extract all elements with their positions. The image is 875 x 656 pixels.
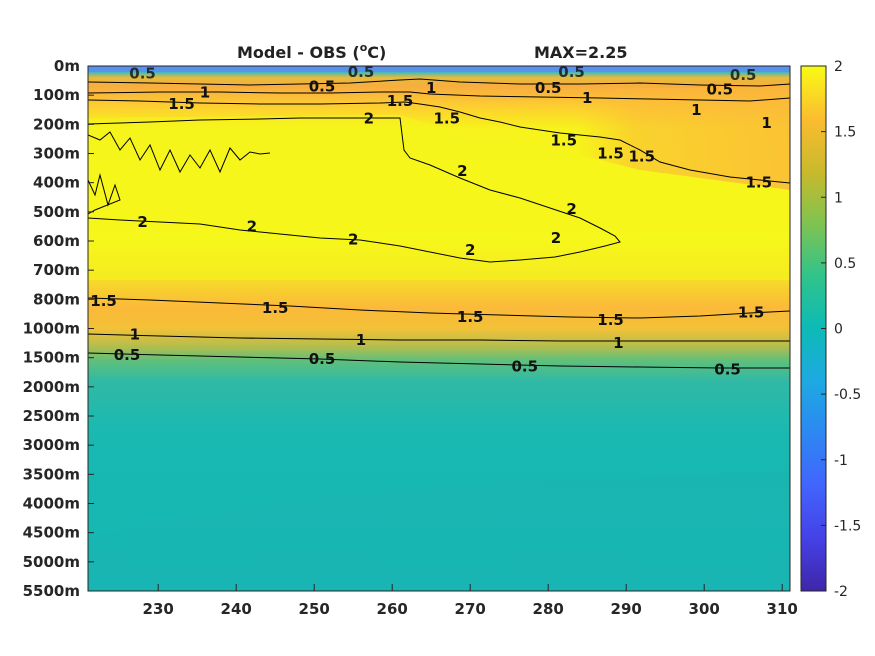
x-tick-label: 270 (455, 600, 486, 618)
contour-label: 1.5 (387, 92, 414, 110)
contour-2-noise (88, 131, 271, 174)
contour-label: 0.5 (707, 80, 734, 98)
x-tick-label: 250 (299, 600, 330, 618)
y-axis: 0m 100m 200m 300m 400m 500m 600m 700m 800m 1000m 1… (23, 57, 94, 600)
x-tick-label: 310 (767, 600, 798, 618)
contour-label: 0.5 (512, 357, 539, 375)
x-tick-label: 280 (533, 600, 564, 618)
colorbar-tick-label: -0.5 (834, 387, 861, 403)
contour-label: 0.5 (309, 77, 336, 95)
contour-label: 1.5 (551, 131, 578, 149)
contour-label: 1 (130, 325, 140, 343)
contour-label: 0.5 (114, 346, 141, 364)
max-label: MAX=2.25 (534, 43, 628, 62)
y-tick-label: 3000m (23, 436, 80, 454)
contour-label: 1.5 (738, 303, 765, 321)
contour-label: 1 (356, 331, 366, 349)
contour-label: 1.5 (262, 299, 289, 317)
contour-label: 2 (137, 213, 147, 231)
colorbar-tick-label: 2 (834, 59, 843, 75)
contour-lines (88, 78, 790, 369)
contour-label: 0.5 (535, 79, 562, 97)
y-tick-label: 1500m (23, 349, 80, 367)
contour-1.5-top (88, 99, 790, 184)
contour-label: 0.5 (348, 63, 375, 81)
contour-1.5-deep (88, 297, 790, 319)
y-tick-label: 4500m (23, 524, 80, 542)
contour-label: 2 (566, 200, 576, 218)
contour-1-top (88, 91, 790, 102)
colorbar-tick-label: -2 (834, 584, 848, 600)
y-tick-label: 400m (33, 174, 80, 192)
colorbar-ticks: 2 1.5 1 0.5 0 -0.5 -1 -1.5 -2 (821, 59, 861, 600)
y-tick-label: 0m (54, 57, 80, 75)
y-tick-label: 200m (33, 115, 80, 133)
contour-label: 0.5 (309, 350, 336, 368)
contour-label: 1 (613, 334, 623, 352)
contour-label: 2 (348, 231, 358, 249)
warm-band-right (400, 86, 790, 190)
y-tick-label: 700m (33, 261, 80, 279)
surface-strip (88, 66, 790, 72)
contour-label: 0.5 (730, 66, 757, 84)
contour-label: 0.5 (129, 64, 156, 82)
contour-label: 1 (582, 89, 592, 107)
contour-label: 2 (551, 229, 561, 247)
x-axis: 230 240 250 260 270 280 290 300 310 (143, 584, 798, 618)
warm-core (88, 115, 790, 280)
y-tick-label: 1000m (23, 320, 80, 338)
chart-title: Model - OBS (oC) (237, 41, 386, 62)
contour-label: 0.5 (714, 360, 741, 378)
colorbar-tick-label: 0 (834, 322, 843, 338)
contour-label: 1.5 (597, 311, 624, 329)
colorbar-tick-label: -1 (834, 453, 848, 469)
contour-label: 1.5 (90, 292, 117, 310)
contour-0.5-deep (88, 352, 790, 369)
contour-label: 1.5 (168, 95, 195, 113)
contour-label: 2 (465, 241, 475, 259)
y-tick-label: 5500m (23, 582, 80, 600)
y-tick-label: 800m (33, 290, 80, 308)
y-tick-label: 3500m (23, 465, 80, 483)
y-tick-label: 600m (33, 232, 80, 250)
colorbar-tick-label: 1 (834, 190, 843, 206)
x-tick-label: 300 (689, 600, 720, 618)
colorbar-tick-label: -1.5 (834, 518, 861, 534)
contour-label: 2 (364, 110, 374, 128)
contour-label: 1.5 (434, 110, 461, 128)
y-tick-label: 5000m (23, 553, 80, 571)
contour-label: 1.5 (629, 147, 656, 165)
x-tick-label: 260 (377, 600, 408, 618)
contour-label: 1.5 (457, 308, 484, 326)
x-tick-label: 230 (143, 600, 174, 618)
y-tick-label: 100m (33, 86, 80, 104)
contour-label: 2 (247, 217, 257, 235)
y-tick-label: 2000m (23, 378, 80, 396)
y-tick-label: 300m (33, 145, 80, 163)
y-tick-label: 4000m (23, 495, 80, 513)
contour-label: 1.5 (746, 174, 773, 192)
contour-label: 1 (691, 101, 701, 119)
contour-label: 2 (457, 162, 467, 180)
contour-label: 1.5 (597, 145, 624, 163)
contour-2-noise-b (88, 173, 121, 215)
colorbar-tick-label: 1.5 (834, 125, 856, 141)
contour-1-deep (88, 333, 790, 342)
contour-2-loop (88, 117, 621, 263)
contour-label: 0.5 (558, 63, 585, 81)
x-tick-label: 240 (221, 600, 252, 618)
contour-label: 1 (761, 114, 771, 132)
contour-label: 1 (426, 79, 436, 97)
y-tick-label: 2500m (23, 407, 80, 425)
contour-label: 1 (200, 83, 210, 101)
contour-0.5-top (88, 78, 790, 87)
x-tick-label: 290 (611, 600, 642, 618)
colorbar-tick-label: 0.5 (834, 256, 856, 272)
deep-sector (88, 472, 790, 591)
y-tick-label: 500m (33, 203, 80, 221)
